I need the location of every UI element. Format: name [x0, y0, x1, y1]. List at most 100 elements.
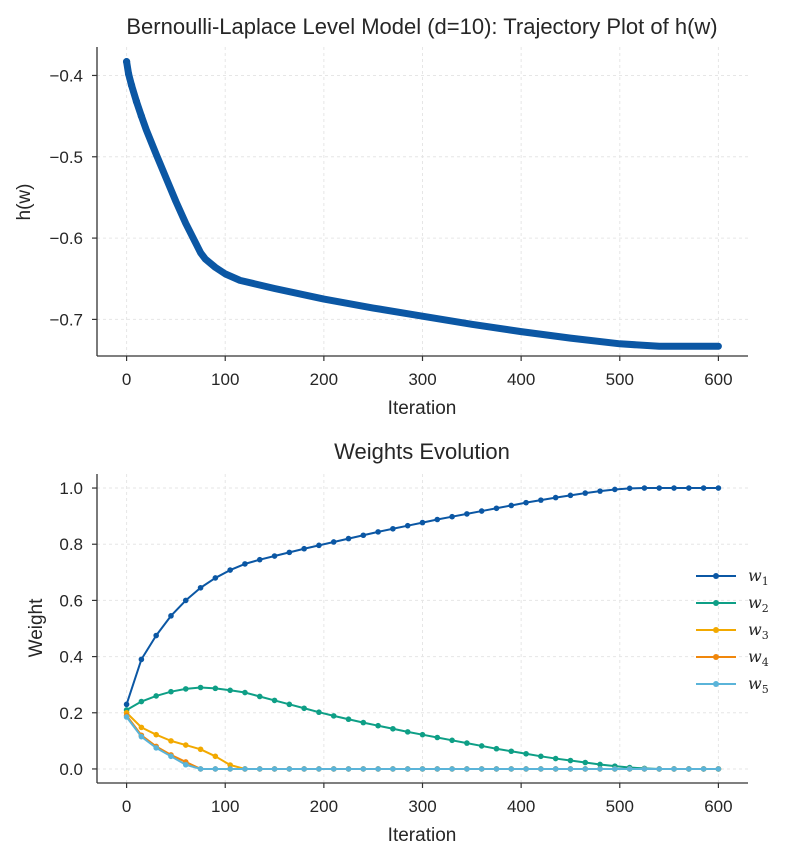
x-tick-label: 600 [704, 370, 732, 389]
y-tick-label: −0.7 [49, 310, 83, 329]
data-point [345, 766, 352, 772]
data-point [538, 766, 544, 772]
data-point [493, 745, 500, 752]
data-point [360, 766, 367, 772]
x-tick-label: 100 [211, 370, 239, 389]
h-point [132, 97, 141, 106]
data-point [508, 748, 515, 755]
data-point [153, 632, 159, 639]
data-point [523, 766, 529, 772]
data-point [419, 766, 426, 772]
data-point [330, 539, 337, 545]
data-point [138, 733, 145, 740]
data-point [404, 766, 411, 772]
x-tick-label: 400 [507, 370, 535, 389]
data-point [464, 511, 470, 517]
data-point [641, 485, 648, 491]
data-point [197, 746, 204, 753]
legend-swatch-marker [713, 627, 719, 633]
data-point [449, 737, 455, 744]
x-tick-label: 500 [606, 797, 634, 816]
data-point [419, 731, 426, 738]
data-point [493, 766, 500, 772]
data-point [508, 502, 515, 509]
data-point [390, 525, 396, 532]
data-point [671, 485, 677, 491]
data-point [360, 532, 367, 539]
x-tick-label: 100 [211, 797, 239, 816]
legend-label: w4 [748, 647, 769, 669]
data-point [301, 705, 307, 712]
data-point [552, 755, 559, 762]
x-tick-label: 200 [310, 797, 338, 816]
data-point [286, 549, 293, 556]
data-point [301, 766, 307, 772]
series-w2 [123, 684, 722, 772]
y-tick-label: −0.5 [49, 148, 83, 167]
x-tick-label: 0 [122, 370, 131, 389]
trajectory-chart: 0 100 200 300 400 500 600 −0.4 −0.5 −0.6 −0.7 Bern… [14, 14, 748, 419]
data-point [256, 766, 263, 772]
y-tick-label: 0.0 [59, 760, 83, 779]
h-point [124, 70, 133, 78]
data-point [271, 766, 278, 772]
data-point [375, 529, 381, 535]
data-point [686, 766, 692, 772]
data-point [227, 766, 233, 772]
data-point [138, 724, 145, 731]
data-point [271, 553, 278, 559]
data-point [700, 766, 707, 772]
data-point [286, 766, 293, 772]
data-point [449, 766, 455, 772]
data-point [256, 693, 263, 700]
data-point [671, 766, 677, 772]
data-point [700, 485, 707, 491]
y-tick-label: 0.2 [59, 704, 83, 723]
data-point [242, 689, 248, 696]
data-point [182, 761, 189, 768]
data-point [168, 738, 174, 744]
data-point [242, 561, 248, 567]
x-tick-label: 300 [408, 797, 436, 816]
data-point [715, 766, 722, 772]
data-point [597, 766, 603, 772]
data-point [182, 686, 189, 692]
data-point [123, 701, 130, 708]
data-point [197, 584, 204, 591]
legend-item-w2: w2 [696, 593, 769, 615]
data-point [360, 719, 367, 726]
legend-item-w1: w1 [696, 566, 769, 588]
series-line [125, 714, 719, 770]
data-point [538, 753, 544, 760]
x-tick-label: 200 [310, 370, 338, 389]
data-point [271, 697, 278, 704]
data-point [242, 766, 248, 772]
data-point [434, 516, 441, 523]
data-point [123, 714, 130, 720]
data-point [552, 766, 559, 772]
legend-label: w3 [748, 620, 769, 642]
legend-label: w5 [748, 674, 769, 696]
y-axis-label: h(w) [14, 184, 35, 221]
legend: w1 w2 w3 w4 w5 [696, 566, 769, 696]
data-point [434, 734, 441, 741]
data-point [538, 497, 544, 503]
y-tick-label: −0.6 [49, 229, 83, 248]
legend-item-w4: w4 [696, 647, 769, 669]
data-point [316, 709, 322, 716]
series-line [125, 716, 719, 770]
data-point [612, 766, 618, 772]
legend-swatch-marker [713, 681, 719, 687]
h-point [127, 81, 136, 89]
data-point [212, 575, 219, 581]
x-tick-label: 600 [704, 797, 732, 816]
data-point [182, 742, 189, 748]
data-point [582, 759, 589, 766]
data-point [597, 761, 603, 768]
y-tick-label: 0.4 [59, 648, 83, 667]
data-point [567, 757, 574, 764]
h-point [137, 112, 145, 120]
data-point [626, 485, 633, 492]
data-point [316, 766, 322, 772]
data-point [256, 556, 263, 563]
